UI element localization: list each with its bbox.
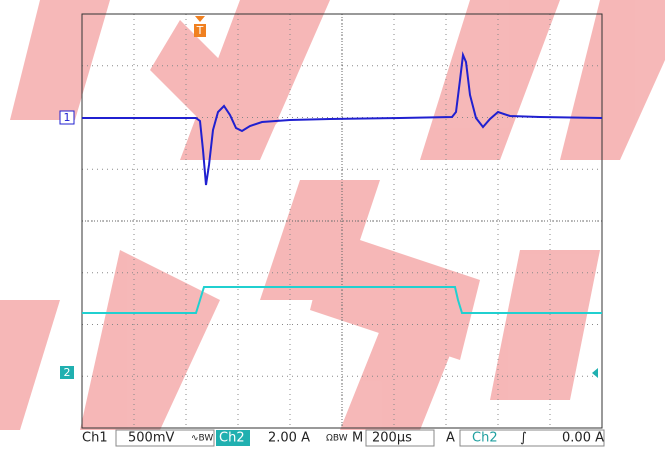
ch1-icon: ∿BW	[191, 434, 213, 444]
time-box	[365, 429, 435, 447]
trig-source: Ch2	[472, 431, 498, 446]
ch2-marker: 2	[64, 366, 71, 379]
status-bar: Ch1 500mV ∿BW Ch2 2.00 A ΩBW M 200µs A C…	[82, 429, 605, 447]
trigger-arrow	[195, 16, 205, 22]
ch1-label: Ch1	[82, 431, 108, 446]
ch1-box	[115, 429, 215, 447]
ch1-scale: 500mV	[128, 431, 174, 446]
ch2-scale: 2.00 A	[268, 431, 310, 446]
trig-box	[459, 429, 605, 447]
ch2-label-box	[216, 430, 250, 446]
trig-level: 0.00 A	[562, 431, 604, 446]
trigger-level-arrow	[592, 368, 598, 378]
ch2-trace	[82, 286, 602, 314]
ch2-icon: ΩBW	[326, 434, 348, 444]
trig-label: A	[446, 431, 455, 446]
ch1-marker-box	[59, 110, 75, 125]
time-scale: 200µs	[372, 431, 412, 446]
graticule	[82, 14, 602, 428]
trigger-marker: T	[196, 24, 204, 37]
ch2-marker-box	[60, 366, 74, 379]
ch1-trace	[82, 51, 603, 186]
trig-slope: ∫	[520, 431, 527, 446]
time-label: M	[352, 431, 363, 446]
ch1-marker: 1	[64, 111, 71, 124]
graticule-border	[81, 13, 603, 429]
ch2-label: Ch2	[219, 431, 245, 446]
trigger-marker-box	[194, 24, 206, 37]
